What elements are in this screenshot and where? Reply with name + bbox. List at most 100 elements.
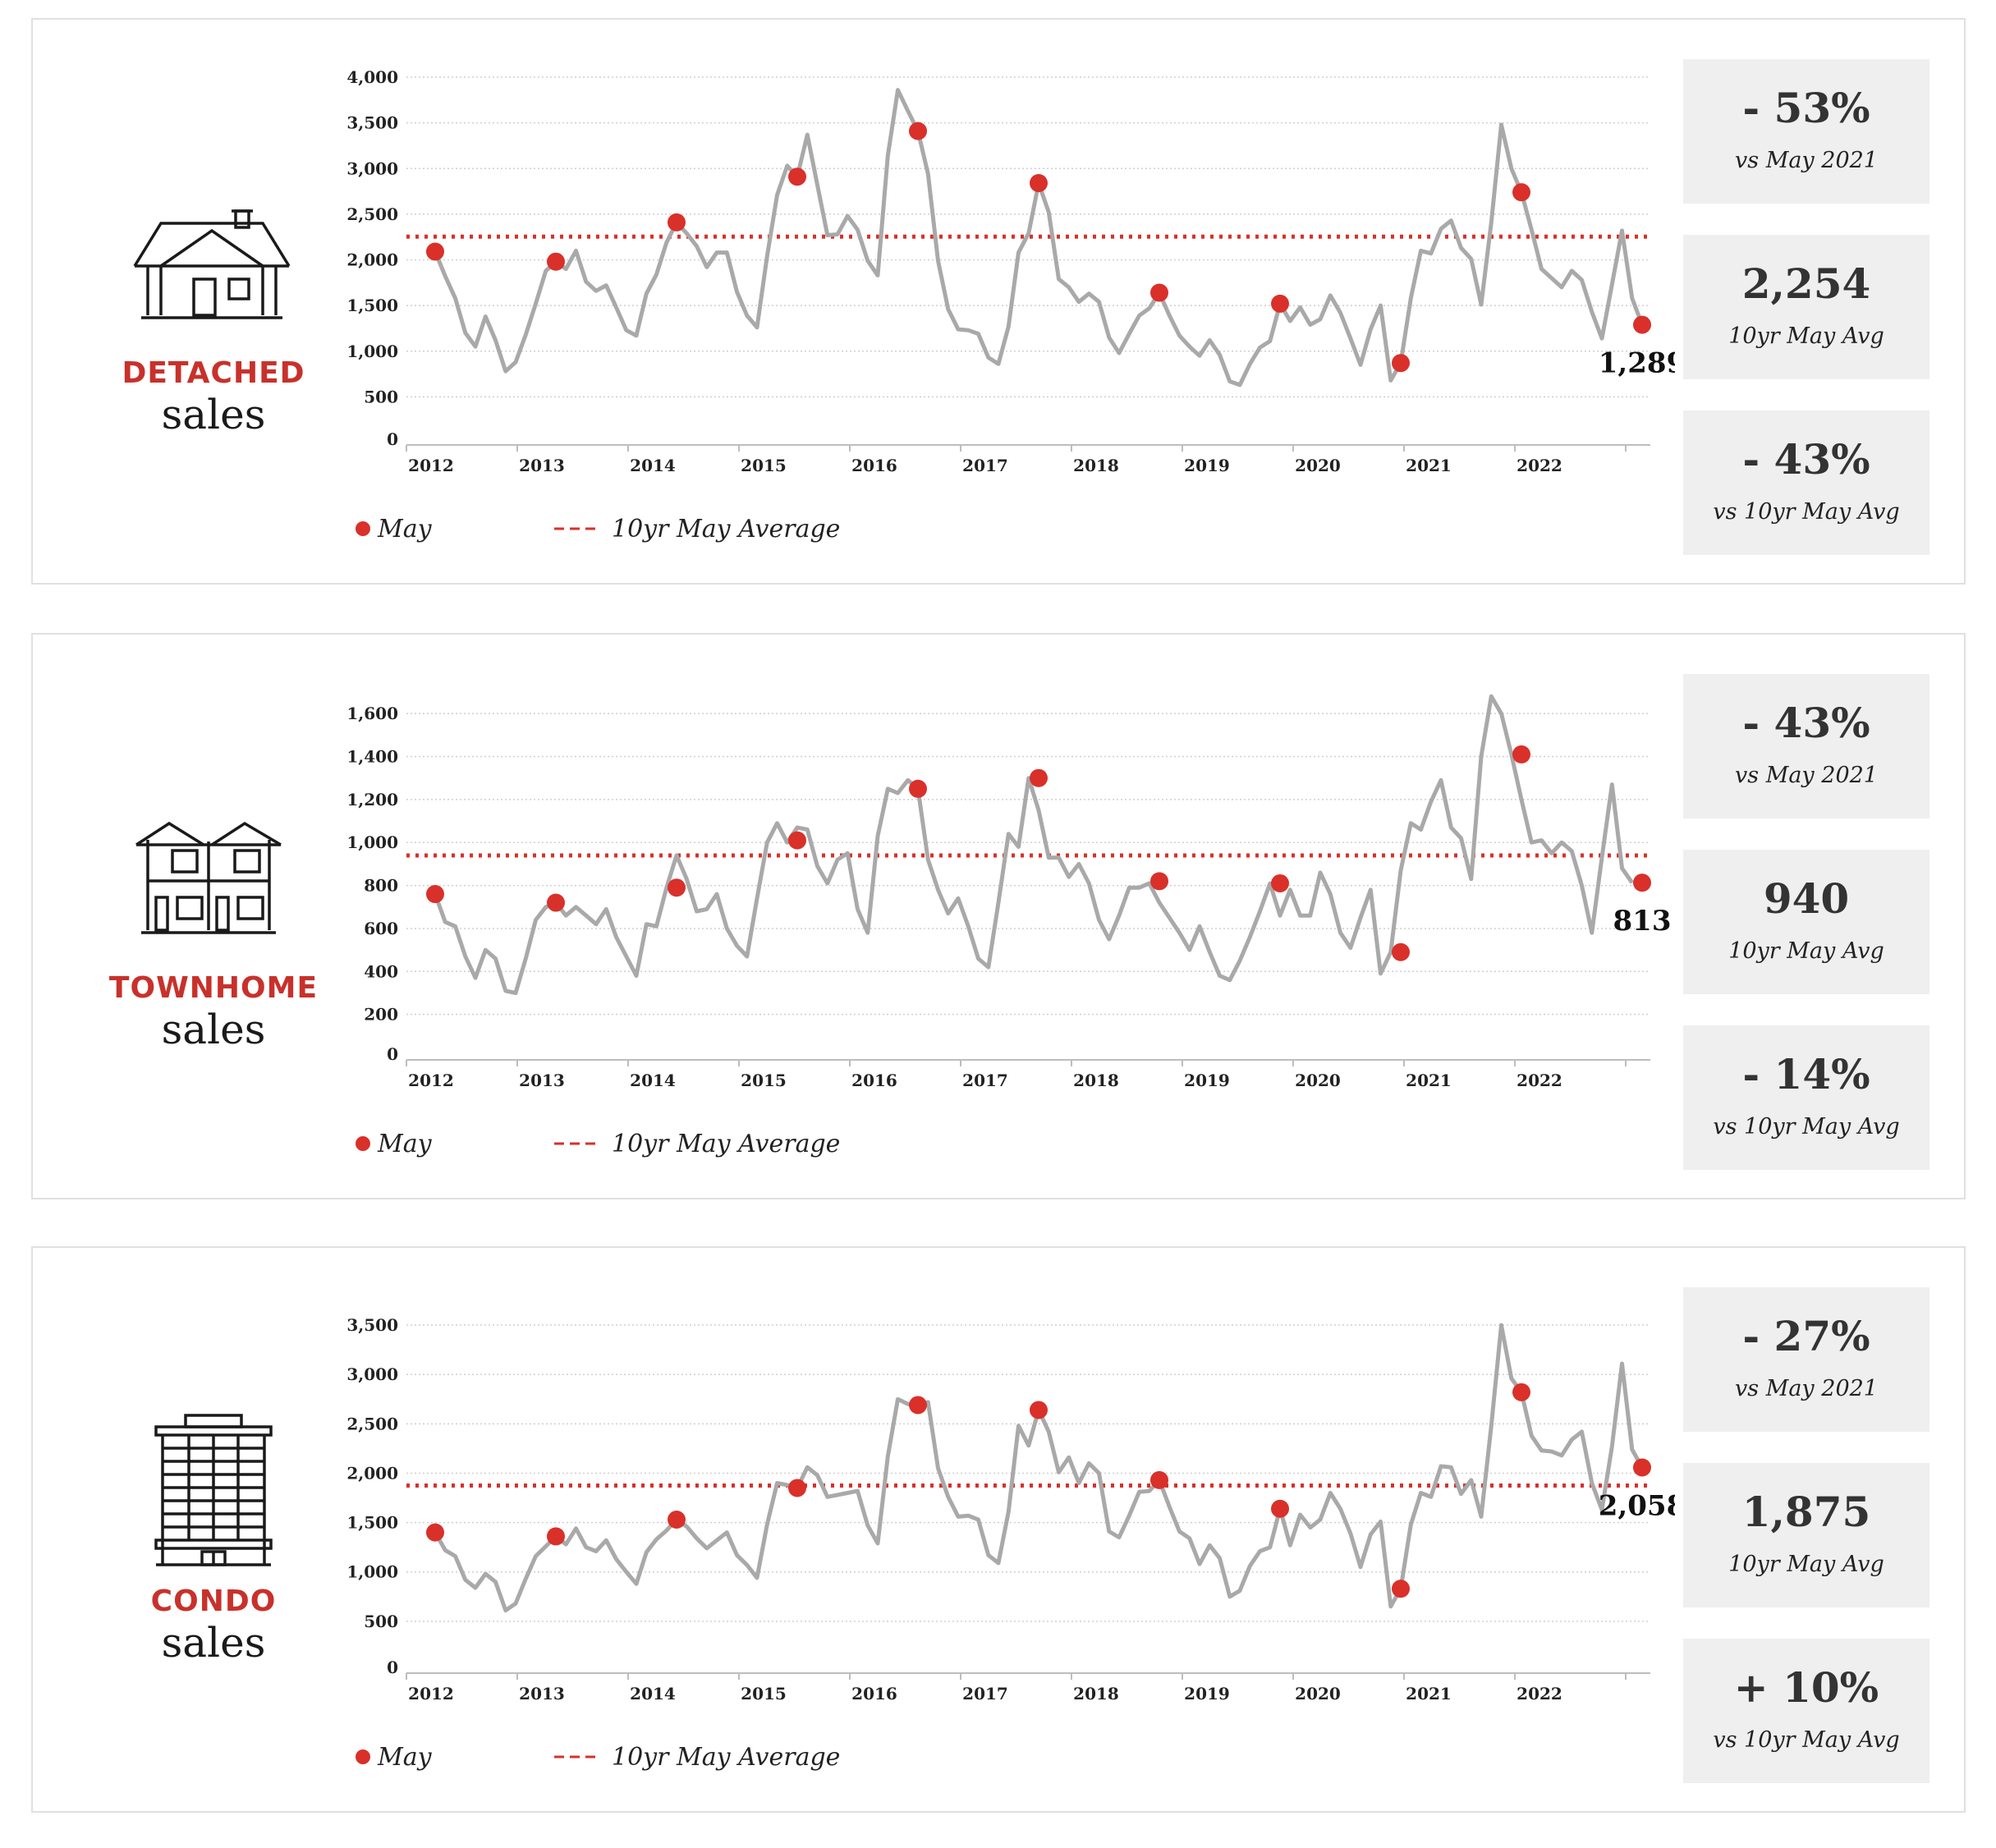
x-tick-label: 2013 <box>519 1684 565 1704</box>
y-tick-label: 1,500 <box>346 1513 398 1533</box>
townhome-icon <box>99 799 328 963</box>
y-tick-label: 1,400 <box>346 747 398 767</box>
stat-vs-last-year: - 53% vs May 2021 <box>1683 59 1929 204</box>
may-point <box>1512 745 1530 764</box>
may-point <box>1150 283 1168 302</box>
x-tick-label: 2014 <box>630 1071 676 1090</box>
latest-value-label: 813 <box>1613 905 1672 938</box>
x-tick-label: 2013 <box>519 456 565 475</box>
x-tick-label: 2012 <box>408 1684 454 1704</box>
stat-value: - 43% <box>1742 699 1870 747</box>
legend-may-label: May <box>377 1743 433 1772</box>
y-tick-label: 1,200 <box>346 790 398 809</box>
x-tick-label: 2012 <box>408 1071 454 1090</box>
sales-series-line <box>433 694 1634 995</box>
x-tick-label: 2016 <box>851 1684 897 1704</box>
y-tick-label: 3,500 <box>346 113 398 133</box>
sales-series-line <box>433 1323 1645 1613</box>
may-point <box>909 1396 927 1415</box>
y-tick-label: 1,500 <box>346 296 398 315</box>
x-tick-label: 2022 <box>1517 1071 1562 1090</box>
may-point <box>1150 1470 1168 1489</box>
y-tick-label: 1,600 <box>346 704 398 723</box>
x-tick-label: 2015 <box>741 456 787 475</box>
sales-label: sales <box>161 1006 266 1053</box>
y-tick-label: 1,000 <box>346 1562 398 1582</box>
may-point <box>547 893 565 912</box>
y-tick-label: 2,500 <box>346 1414 398 1433</box>
may-point <box>1633 315 1651 334</box>
may-point <box>1271 294 1289 313</box>
stat-caption: vs May 2021 <box>1735 148 1878 173</box>
may-point <box>1271 1499 1289 1518</box>
stat-caption: vs May 2021 <box>1735 1376 1878 1401</box>
property-type-label: DETACHED <box>122 356 305 390</box>
stat-value: - 27% <box>1742 1312 1870 1360</box>
y-tick-label: 3,500 <box>346 1315 398 1335</box>
legend-may-marker <box>356 1749 370 1764</box>
x-tick-label: 2014 <box>630 1684 676 1704</box>
x-tick-label: 2018 <box>1073 456 1119 475</box>
y-tick-label: 2,000 <box>346 250 398 270</box>
stat-caption: 10yr May Avg <box>1728 938 1884 964</box>
x-tick-label: 2020 <box>1295 1071 1341 1090</box>
x-tick-label: 2012 <box>408 456 454 475</box>
condo-sales-chart: 0 500 1,000 1,500 2,000 2,500 3,000 3,500 2012 20… <box>346 1315 1675 1772</box>
x-tick-label: 2020 <box>1295 456 1341 475</box>
property-type-label: CONDO <box>150 1584 277 1618</box>
legend-may-marker <box>356 1136 370 1151</box>
may-point <box>1150 872 1168 891</box>
stat-vs-last-year: - 27% vs May 2021 <box>1683 1287 1929 1432</box>
may-point <box>547 252 565 271</box>
x-tick-label: 2018 <box>1073 1071 1119 1090</box>
legend-may-label: May <box>377 1130 433 1158</box>
x-tick-label: 2020 <box>1295 1684 1341 1704</box>
stat-value: - 14% <box>1742 1050 1870 1098</box>
stat-10yr-avg: 2,254 10yr May Avg <box>1683 235 1929 379</box>
legend-may-marker <box>356 521 370 536</box>
townhome-sales-chart: 0 200 400 600 800 1,000 1,200 1,400 1,600 2012 201… <box>346 694 1672 1158</box>
stat-vs-last-year: - 43% vs May 2021 <box>1683 674 1929 819</box>
latest-value-label: 2,058 <box>1599 1489 1675 1522</box>
house-icon <box>99 184 328 348</box>
stat-caption: vs 10yr May Avg <box>1713 1727 1900 1753</box>
y-tick-label: 1,000 <box>346 832 398 852</box>
may-point <box>426 242 444 261</box>
x-tick-label: 2022 <box>1517 1684 1562 1704</box>
y-tick-label: 200 <box>364 1005 398 1025</box>
sales-label: sales <box>161 391 266 438</box>
y-tick-label: 2,500 <box>346 204 398 224</box>
latest-value-label: 1,289 <box>1599 347 1675 380</box>
condo-building-icon <box>99 1412 328 1576</box>
y-tick-label: 500 <box>364 1612 398 1631</box>
stat-caption: 10yr May Avg <box>1728 1552 1884 1577</box>
y-tick-label: 3,000 <box>346 1364 398 1384</box>
stat-vs-10yr-avg: - 14% vs 10yr May Avg <box>1683 1025 1929 1170</box>
y-tick-label: 0 <box>387 1658 398 1677</box>
y-tick-label: 0 <box>387 429 398 449</box>
x-tick-label: 2021 <box>1406 456 1452 475</box>
x-tick-label: 2015 <box>741 1684 787 1704</box>
y-tick-label: 0 <box>387 1044 398 1064</box>
stat-10yr-avg: 1,875 10yr May Avg <box>1683 1463 1929 1607</box>
y-tick-label: 500 <box>364 387 398 406</box>
x-tick-label: 2018 <box>1073 1684 1119 1704</box>
stat-value: 2,254 <box>1741 259 1871 308</box>
may-point <box>788 1479 806 1497</box>
y-tick-label: 400 <box>364 961 398 981</box>
may-point <box>788 831 806 850</box>
may-point <box>426 1523 444 1542</box>
stat-caption: vs 10yr May Avg <box>1713 499 1900 525</box>
y-tick-label: 3,000 <box>346 158 398 178</box>
detached-panel: DETACHED sales 0 500 1,000 1,500 2,000 2,500 3… <box>31 18 1966 585</box>
stat-value: - 53% <box>1742 84 1870 132</box>
may-point <box>668 1510 686 1529</box>
x-tick-label: 2016 <box>851 456 897 475</box>
may-point <box>1392 354 1410 373</box>
x-tick-label: 2017 <box>962 1684 1008 1704</box>
x-tick-label: 2017 <box>962 456 1008 475</box>
legend-average-label: 10yr May Average <box>612 1130 840 1158</box>
x-tick-label: 2015 <box>741 1071 787 1090</box>
stat-value: - 43% <box>1742 435 1870 484</box>
x-tick-label: 2022 <box>1517 456 1562 475</box>
